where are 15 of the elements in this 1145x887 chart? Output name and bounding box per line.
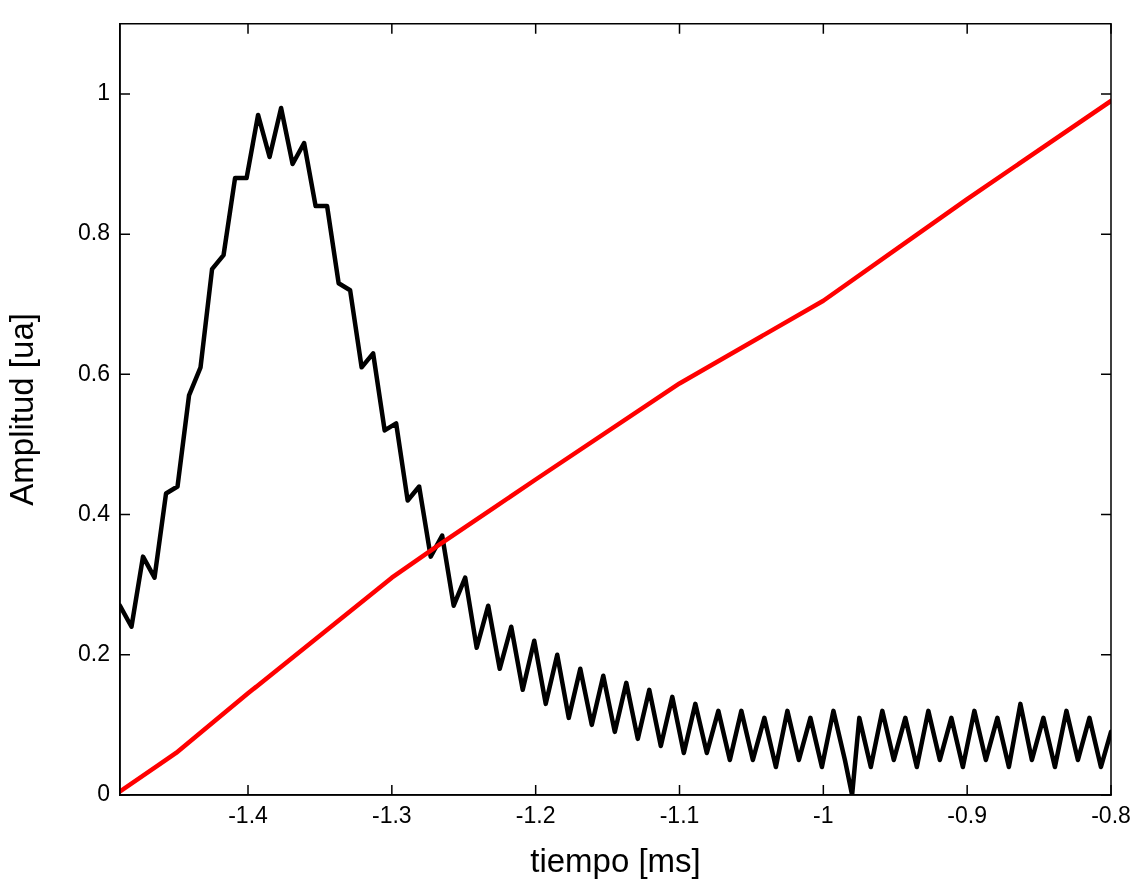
- y-tick-label: 0.2: [78, 640, 110, 667]
- y-tick-label: 0.6: [78, 359, 110, 386]
- y-axis-title: Amplitud [ua]: [2, 313, 40, 506]
- x-tick-label: -1: [813, 802, 834, 829]
- x-tick-label: -0.9: [947, 802, 987, 829]
- x-axis-title: tiempo [ms]: [530, 842, 701, 880]
- x-tick-label: -1.3: [372, 802, 412, 829]
- x-tick-label: -1.4: [228, 802, 269, 829]
- y-tick-label: 0.4: [78, 499, 111, 526]
- y-tick-label: 1: [97, 79, 110, 106]
- x-tick-label: -1.1: [659, 802, 700, 829]
- y-tick-label: 0.8: [78, 219, 110, 246]
- x-tick-label: -1.2: [515, 802, 556, 829]
- y-tick-label: 0: [97, 780, 110, 807]
- x-tick-label: -0.8: [1091, 802, 1131, 829]
